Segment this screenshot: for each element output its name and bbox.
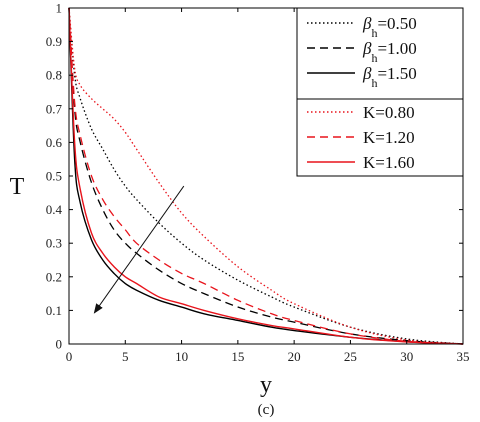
x-tick-label: 15 (231, 349, 244, 364)
y-tick-label: 1 (56, 1, 63, 16)
y-tick-label: 0.3 (46, 236, 62, 251)
y-axis-label: T (10, 174, 25, 200)
series-line-2 (68, 7, 464, 345)
x-tick-label: 20 (288, 349, 301, 364)
trend-arrow (93, 185, 185, 314)
series-line-4 (68, 7, 464, 345)
x-tick-label: 0 (66, 349, 73, 364)
legend-label-4: K=0.80 (363, 103, 415, 122)
y-tick-label: 0.9 (46, 34, 62, 49)
x-axis-label: y (260, 372, 272, 398)
series-line-3 (68, 7, 464, 345)
figure-caption: (c) (258, 402, 275, 418)
y-tick-label: 0 (56, 337, 63, 352)
x-tick-label: 5 (122, 349, 129, 364)
y-tick-label: 0.4 (46, 202, 63, 217)
y-tick-label: 0.7 (46, 101, 63, 116)
series-layer (68, 7, 464, 345)
x-tick-label: 35 (457, 349, 470, 364)
legend-box-beta (296, 7, 464, 100)
y-tick-label: 0.8 (46, 68, 62, 83)
series-line-5 (68, 7, 464, 345)
legend-label-5: K=1.20 (363, 128, 415, 147)
legend-label-1: βh=0.50 (362, 14, 417, 40)
series-line-6 (68, 7, 464, 345)
legend-label-3: βh=1.50 (362, 64, 417, 90)
x-tick-label: 30 (400, 349, 413, 364)
y-tick-label: 0.5 (46, 169, 62, 184)
ticks-layer: 0 5 10 15 20 25 30 35 0 0.1 0.2 0.3 0.4 0.5 0.6 0.7 0.8 0… (46, 1, 470, 365)
x-tick-label: 10 (175, 349, 188, 364)
x-tick-label: 25 (344, 349, 357, 364)
series-line-1 (68, 7, 464, 345)
legend-label-6: K=1.60 (363, 153, 415, 172)
y-tick-label: 0.1 (46, 303, 62, 318)
legend-label-2: βh=1.00 (362, 39, 417, 65)
y-tick-label: 0.2 (46, 269, 62, 284)
y-tick-label: 0.6 (46, 135, 63, 150)
